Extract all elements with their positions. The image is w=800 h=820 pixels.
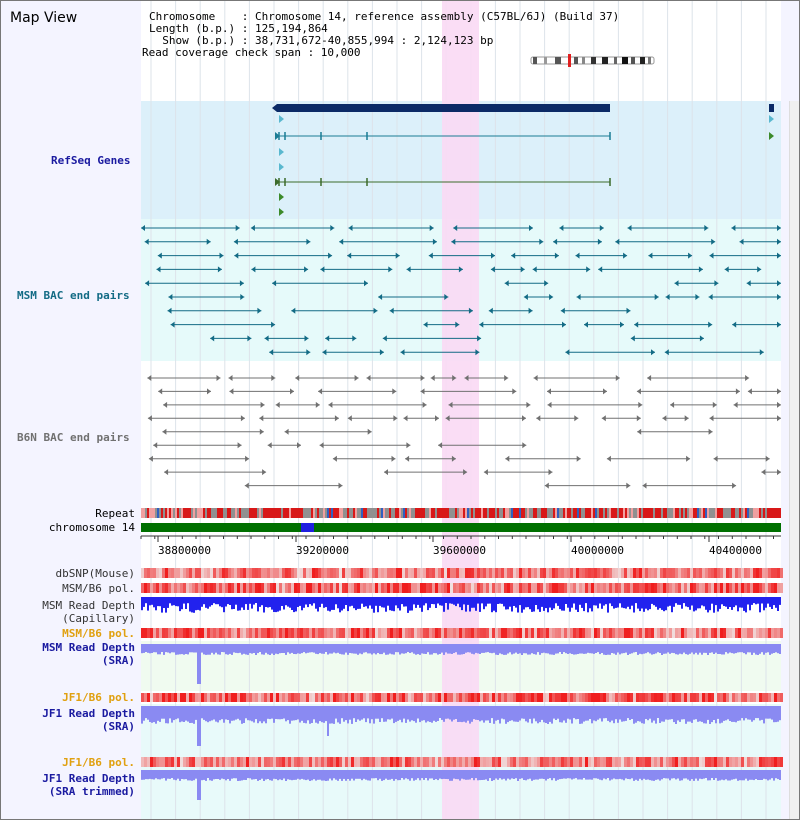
- highlight-region: [442, 1, 479, 819]
- track-label-dbsnp[interactable]: dbSNP(Mouse): [55, 567, 135, 580]
- highlight-band: [442, 1, 479, 819]
- track-label-refseq[interactable]: RefSeq Genes: [51, 154, 131, 167]
- gene-bar: [277, 104, 610, 112]
- axis-tick-label: 39600000: [433, 544, 486, 557]
- coordinate-axis: 38800000 39200000 39600000 40000000 40400000: [140, 535, 781, 557]
- track-label-msm-depth-sra-sub: (SRA): [101, 654, 135, 667]
- track-label-jf1-depth-sra[interactable]: JF1 Read Depth: [42, 707, 135, 720]
- track-label-msm-b6-pol-2[interactable]: MSM/B6 pol.: [62, 627, 135, 640]
- track-label-msm-depth-capillary-sub: (Capillary): [62, 612, 135, 625]
- axis-tick-label: 40000000: [571, 544, 624, 557]
- chromosome-bar: [141, 523, 781, 532]
- track-label-jf1-b6-pol[interactable]: JF1/B6 pol.: [62, 691, 135, 704]
- coverage-line: Read coverage check span : 10,000: [142, 46, 361, 59]
- track-label-jf1-depth-sra-sub: (SRA): [101, 720, 135, 733]
- track-label-msm-depth-sra[interactable]: MSM Read Depth: [42, 641, 135, 654]
- axis-tick-label: 40400000: [709, 544, 762, 557]
- chromosome-ideogram[interactable]: [530, 52, 655, 67]
- track-label-msm-b6-pol[interactable]: MSM/B6 pol.: [62, 582, 135, 595]
- axis-tick-label: 39200000: [296, 544, 349, 557]
- chromosome-line: Chromosome : Chromosome 14, reference as…: [149, 10, 620, 23]
- length-line: Length (b.p.) : 125,194,864: [149, 22, 328, 35]
- track-label-b6n-bac[interactable]: B6N BAC end pairs: [17, 431, 130, 444]
- track-label-jf1-b6-pol-2[interactable]: JF1/B6 pol.: [62, 756, 135, 769]
- page-title: Map View: [10, 10, 78, 26]
- chromosome-info: Chromosome : Chromosome 14, reference as…: [142, 10, 620, 59]
- chromosome-marker: [301, 523, 314, 532]
- track-label-msm-bac[interactable]: MSM BAC end pairs: [17, 289, 130, 302]
- vertical-scrollbar[interactable]: [789, 101, 799, 819]
- track-label-jf1-depth-trimmed[interactable]: JF1 Read Depth: [42, 772, 135, 785]
- track-label-chromosome[interactable]: chromosome 14: [48, 521, 135, 534]
- show-range-line: Show (b.p.) : 38,731,672-40,855,994 : 2,…: [149, 34, 494, 47]
- track-label-repeat[interactable]: Repeat: [95, 507, 135, 520]
- track-label-jf1-depth-trimmed-sub: (SRA trimmed): [48, 785, 135, 798]
- axis-tick-label: 38800000: [158, 544, 211, 557]
- track-label-msm-depth-capillary[interactable]: MSM Read Depth: [42, 599, 135, 612]
